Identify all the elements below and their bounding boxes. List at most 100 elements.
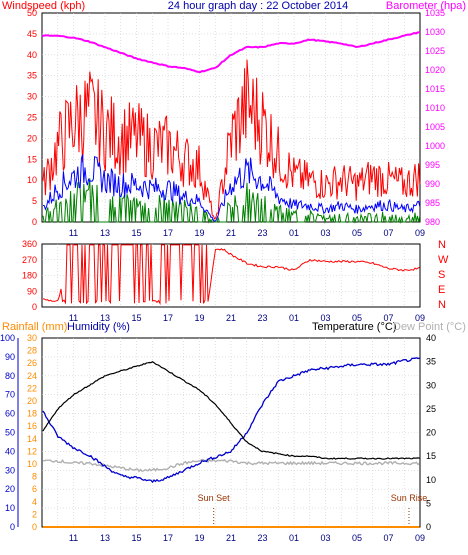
wind-barometer-chart: 0510152025303540455098098599099510001005… (27, 8, 445, 238)
bottom-chart-xtick: 23 (257, 533, 267, 543)
temperature-axis-label: Temperature (°C) (312, 321, 396, 333)
direction-chart-xtick: 13 (100, 313, 110, 323)
humidity-ytick: 0 (10, 522, 15, 532)
windspeed-ytick: 0 (32, 217, 37, 227)
windspeed-ytick: 40 (27, 50, 37, 60)
bottom-chart-xtick: 05 (352, 533, 362, 543)
bottom-chart-xtick: 19 (194, 533, 204, 543)
humidity-ytick: 100 (0, 333, 15, 343)
barometer-ytick: 1020 (425, 65, 445, 75)
humidity-ytick: 40 (5, 446, 15, 456)
barometer-ytick: 1025 (425, 46, 445, 56)
bottom-chart-xtick: 03 (320, 533, 330, 543)
humidity-ytick: 90 (5, 352, 15, 362)
windspeed-ytick: 50 (27, 8, 37, 18)
annotation-label: Sun Set (198, 493, 231, 503)
direction-chart-xtick: 01 (289, 313, 299, 323)
temperature-ytick: 30 (426, 380, 436, 390)
humidity-ytick: 50 (5, 428, 15, 438)
barometer-ytick: 1015 (425, 84, 445, 94)
temperature-line (42, 360, 420, 460)
rainfall-ytick: 24 (27, 371, 37, 381)
windspeed-ytick: 10 (27, 175, 37, 185)
top-chart-xtick: 09 (415, 228, 425, 238)
rainfall-ytick: 6 (32, 484, 37, 494)
compass-label: W (438, 254, 449, 266)
humidity-ytick: 80 (5, 371, 15, 381)
direction-chart-xtick: 09 (415, 313, 425, 323)
windspeed-ytick: 5 (32, 196, 37, 206)
barometer-ytick: 980 (425, 217, 440, 227)
rainfall-ytick: 30 (27, 333, 37, 343)
humidity-ytick: 60 (5, 409, 15, 419)
compass-label: N (438, 239, 446, 251)
barometer-ytick: 1005 (425, 122, 445, 132)
rainfall-ytick: 8 (32, 472, 37, 482)
temperature-ytick: 10 (426, 475, 436, 485)
windspeed-ytick: 35 (27, 71, 37, 81)
bottom-chart-xtick: 15 (131, 533, 141, 543)
direction-chart-xtick: 17 (163, 313, 173, 323)
bottom-chart-xtick: 01 (289, 533, 299, 543)
bottom-chart-xtick: 17 (163, 533, 173, 543)
direction-chart-xtick: 07 (383, 313, 393, 323)
dewpoint-axis-label: Dew Point (°C) (393, 321, 466, 333)
temperature-ytick: 20 (426, 428, 436, 438)
barometer-ytick: 1000 (425, 141, 445, 151)
rainfall-ytick: 16 (27, 421, 37, 431)
top-chart-xtick: 19 (194, 228, 204, 238)
direction-ytick: 90 (27, 286, 37, 296)
windspeed-ytick: 30 (27, 92, 37, 102)
humidity-ytick: 70 (5, 390, 15, 400)
rainfall-ytick: 18 (27, 409, 37, 419)
barometer-ytick: 990 (425, 179, 440, 189)
rainfall-ytick: 20 (27, 396, 37, 406)
windspeed-gust-line (42, 59, 421, 220)
humidity-ytick: 20 (5, 484, 15, 494)
temperature-ytick: 35 (426, 357, 436, 367)
direction-chart-xtick: 11 (69, 313, 78, 323)
top-chart-xtick: 17 (163, 228, 173, 238)
bottom-chart-xtick: 11 (69, 533, 78, 543)
windspeed-ytick: 25 (27, 113, 37, 123)
barometer-ytick: 1010 (425, 103, 445, 113)
direction-chart-xtick: 23 (257, 313, 267, 323)
compass-label: S (438, 269, 445, 281)
rainfall-ytick: 26 (27, 358, 37, 368)
bottom-chart-xtick: 09 (415, 533, 425, 543)
rainfall-ytick: 4 (32, 497, 37, 507)
top-chart-xtick: 13 (100, 228, 110, 238)
temperature-ytick: 25 (426, 404, 436, 414)
barometer-line (41, 31, 421, 74)
direction-chart-xtick: 21 (226, 313, 236, 323)
windspeed-ytick: 15 (27, 154, 37, 164)
windspeed-low-line (42, 178, 421, 224)
windspeed-ytick: 20 (27, 133, 37, 143)
rainfall-ytick: 10 (27, 459, 37, 469)
temperature-ytick: 40 (426, 333, 436, 343)
top-chart-xtick: 07 (383, 228, 393, 238)
temperature-humidity-chart: 0102030405060708090100024681012141618202… (0, 333, 436, 543)
top-chart-xtick: 05 (352, 228, 362, 238)
temperature-ytick: 15 (426, 451, 436, 461)
bottom-chart-xtick: 07 (383, 533, 393, 543)
top-chart-xtick: 23 (257, 228, 267, 238)
humidity-ytick: 30 (5, 465, 15, 475)
direction-ytick: 180 (22, 271, 37, 281)
rainfall-ytick: 0 (32, 522, 37, 532)
bottom-chart-xtick: 21 (226, 533, 236, 543)
top-chart-xtick: 15 (131, 228, 141, 238)
rainfall-ytick: 2 (32, 509, 37, 519)
humidity-ytick: 10 (5, 503, 15, 513)
windspeed-average-line (43, 154, 421, 222)
compass-label: E (438, 284, 445, 296)
direction-chart-xtick: 19 (194, 313, 204, 323)
barometer-ytick: 1035 (425, 8, 445, 18)
windspeed-ytick: 45 (27, 29, 37, 39)
top-chart-xtick: 01 (289, 228, 299, 238)
barometer-axis-label: Barometer (hpa) (386, 0, 466, 12)
barometer-ytick: 1030 (425, 27, 445, 37)
chart-title: 24 hour graph day : 22 October 2014 (168, 0, 348, 12)
